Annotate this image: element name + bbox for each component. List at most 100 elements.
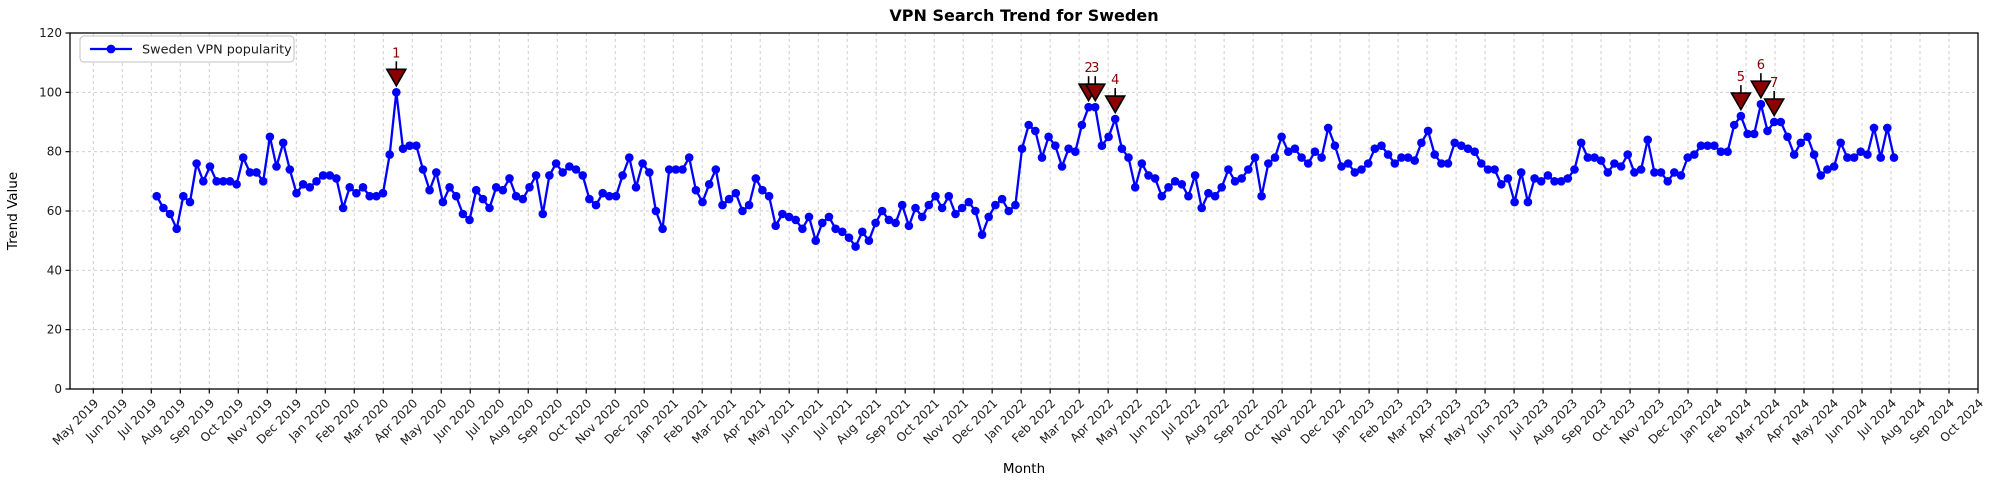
data-point-marker <box>751 174 761 183</box>
data-point-marker <box>272 162 281 171</box>
data-point-marker <box>1736 111 1746 121</box>
data-point-marker <box>1370 144 1380 153</box>
data-point-marker <box>1776 117 1786 127</box>
data-point-marker <box>1543 171 1553 180</box>
data-point-marker <box>205 162 215 171</box>
data-point-marker <box>432 168 441 177</box>
data-point-marker <box>917 212 927 222</box>
data-point-marker <box>1164 183 1173 192</box>
data-point-marker <box>884 215 894 225</box>
data-point-marker <box>1556 177 1566 186</box>
data-point-marker <box>185 197 195 207</box>
data-point-marker <box>525 183 534 192</box>
data-point-marker <box>831 224 840 234</box>
data-point-marker <box>219 177 228 186</box>
data-point-marker <box>458 209 468 219</box>
data-point-marker <box>1610 159 1619 168</box>
data-point-marker <box>159 203 168 213</box>
legend-box <box>79 35 295 63</box>
data-point-marker <box>318 171 328 180</box>
data-point-marker <box>871 218 880 228</box>
data-point-marker <box>1410 156 1419 165</box>
data-point-marker <box>1789 150 1799 159</box>
data-point-marker <box>1044 132 1053 142</box>
data-point-marker <box>538 209 548 219</box>
data-point-marker <box>1343 159 1353 168</box>
data-point-marker <box>1270 153 1280 162</box>
data-point-marker <box>977 230 987 239</box>
y-tick-label: 120 <box>39 26 62 40</box>
data-point-marker <box>1623 150 1632 159</box>
data-point-marker <box>1856 147 1865 156</box>
data-point-marker <box>465 215 474 225</box>
data-point-marker <box>1137 159 1147 168</box>
annotation-arrow-icon <box>1749 80 1772 100</box>
data-point-marker <box>418 165 428 174</box>
annotation-label: 5 <box>1737 70 1745 85</box>
data-point-marker <box>1117 144 1127 153</box>
data-point-marker <box>285 165 295 174</box>
legend: Sweden VPN popularity <box>79 35 295 63</box>
data-point-marker <box>1756 99 1766 109</box>
data-point-marker <box>758 185 767 195</box>
data-point-marker <box>1390 159 1400 168</box>
data-point-marker <box>1743 129 1752 139</box>
data-point-marker <box>944 191 954 201</box>
data-point-marker <box>1011 200 1020 210</box>
data-point-marker <box>1809 150 1819 159</box>
data-point-marker <box>1257 191 1266 201</box>
data-point-marker <box>1323 123 1333 133</box>
annotation-arrow-icon <box>1763 98 1786 118</box>
data-point-marker <box>684 153 694 162</box>
data-point-marker <box>478 194 488 204</box>
data-point-marker <box>278 138 288 148</box>
data-point-marker <box>1876 153 1885 162</box>
x-axis-title: Month <box>1003 461 1045 477</box>
data-point-marker <box>1450 138 1459 148</box>
data-point-marker <box>1377 141 1386 150</box>
data-point-marker <box>851 242 860 251</box>
y-axis-title: Trend Value <box>5 172 21 251</box>
data-point-marker <box>1363 159 1373 168</box>
data-point-marker <box>172 224 181 234</box>
data-point-marker <box>738 206 747 216</box>
data-point-marker <box>1676 171 1686 180</box>
data-point-marker <box>1463 144 1473 153</box>
data-point-marker <box>1616 162 1626 171</box>
data-point-marker <box>1184 191 1193 201</box>
data-point-marker <box>771 221 780 231</box>
data-point-marker <box>332 174 341 183</box>
data-point-marker <box>1590 153 1599 162</box>
data-point-marker <box>1783 132 1792 142</box>
data-point-marker <box>858 227 867 237</box>
data-point-marker <box>225 177 235 186</box>
data-point-marker <box>1383 150 1393 159</box>
data-point-marker <box>1310 147 1320 156</box>
data-point-marker <box>1104 132 1113 142</box>
annotation-arrow-icon <box>1084 83 1107 103</box>
data-point-marker <box>565 162 574 171</box>
data-point-marker <box>1284 147 1293 156</box>
data-point-marker <box>1836 138 1845 148</box>
y-tick-label: 40 <box>47 263 62 277</box>
data-point-marker <box>1763 126 1772 136</box>
data-point-marker <box>365 191 375 201</box>
data-point-marker <box>1297 153 1306 162</box>
data-point-marker <box>1670 168 1679 177</box>
data-point-marker <box>1816 171 1826 180</box>
data-point-marker <box>1563 174 1573 183</box>
data-point-marker <box>1397 153 1406 162</box>
data-point-marker <box>724 194 734 204</box>
data-point-marker <box>711 165 721 174</box>
data-point-marker <box>1071 147 1080 156</box>
data-point-marker <box>1090 102 1100 112</box>
data-point-marker <box>645 168 654 177</box>
data-point-marker <box>891 218 900 228</box>
annotation-label: 6 <box>1757 58 1765 73</box>
data-point-marker <box>298 180 308 189</box>
trend-line <box>155 91 1896 248</box>
data-point-marker <box>1350 168 1360 177</box>
data-point-marker <box>798 224 807 234</box>
data-point-marker <box>372 191 381 201</box>
